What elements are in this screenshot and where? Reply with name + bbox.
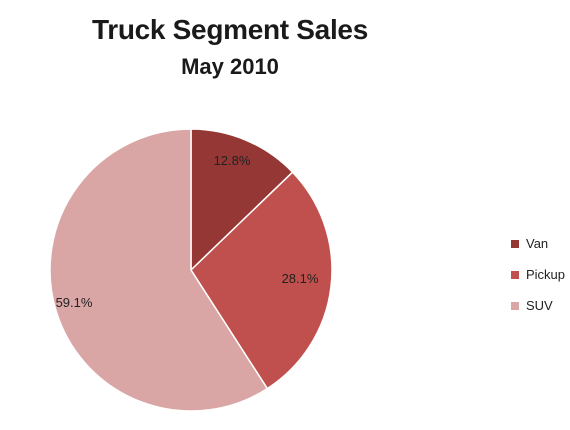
chart-title: Truck Segment Sales xyxy=(92,14,368,45)
legend-item-van: Van xyxy=(511,228,565,259)
legend-item-suv: SUV xyxy=(511,290,565,321)
legend: Van Pickup SUV xyxy=(511,228,565,321)
data-label-pickup: 28.1% xyxy=(282,271,319,286)
data-label-suv: 59.1% xyxy=(56,295,93,310)
data-label-van: 12.8% xyxy=(214,153,251,168)
legend-label: Van xyxy=(526,236,549,251)
pie-slice-pickup xyxy=(190,171,333,390)
legend-item-pickup: Pickup xyxy=(511,259,565,290)
chart-subtitle: May 2010 xyxy=(181,54,279,79)
pie-slice-suv xyxy=(49,128,269,412)
legend-label: SUV xyxy=(526,298,553,313)
pie-slice-van xyxy=(190,128,294,272)
legend-swatch xyxy=(511,270,519,279)
legend-swatch xyxy=(511,239,519,248)
legend-swatch xyxy=(511,301,519,310)
legend-label: Pickup xyxy=(526,267,566,282)
